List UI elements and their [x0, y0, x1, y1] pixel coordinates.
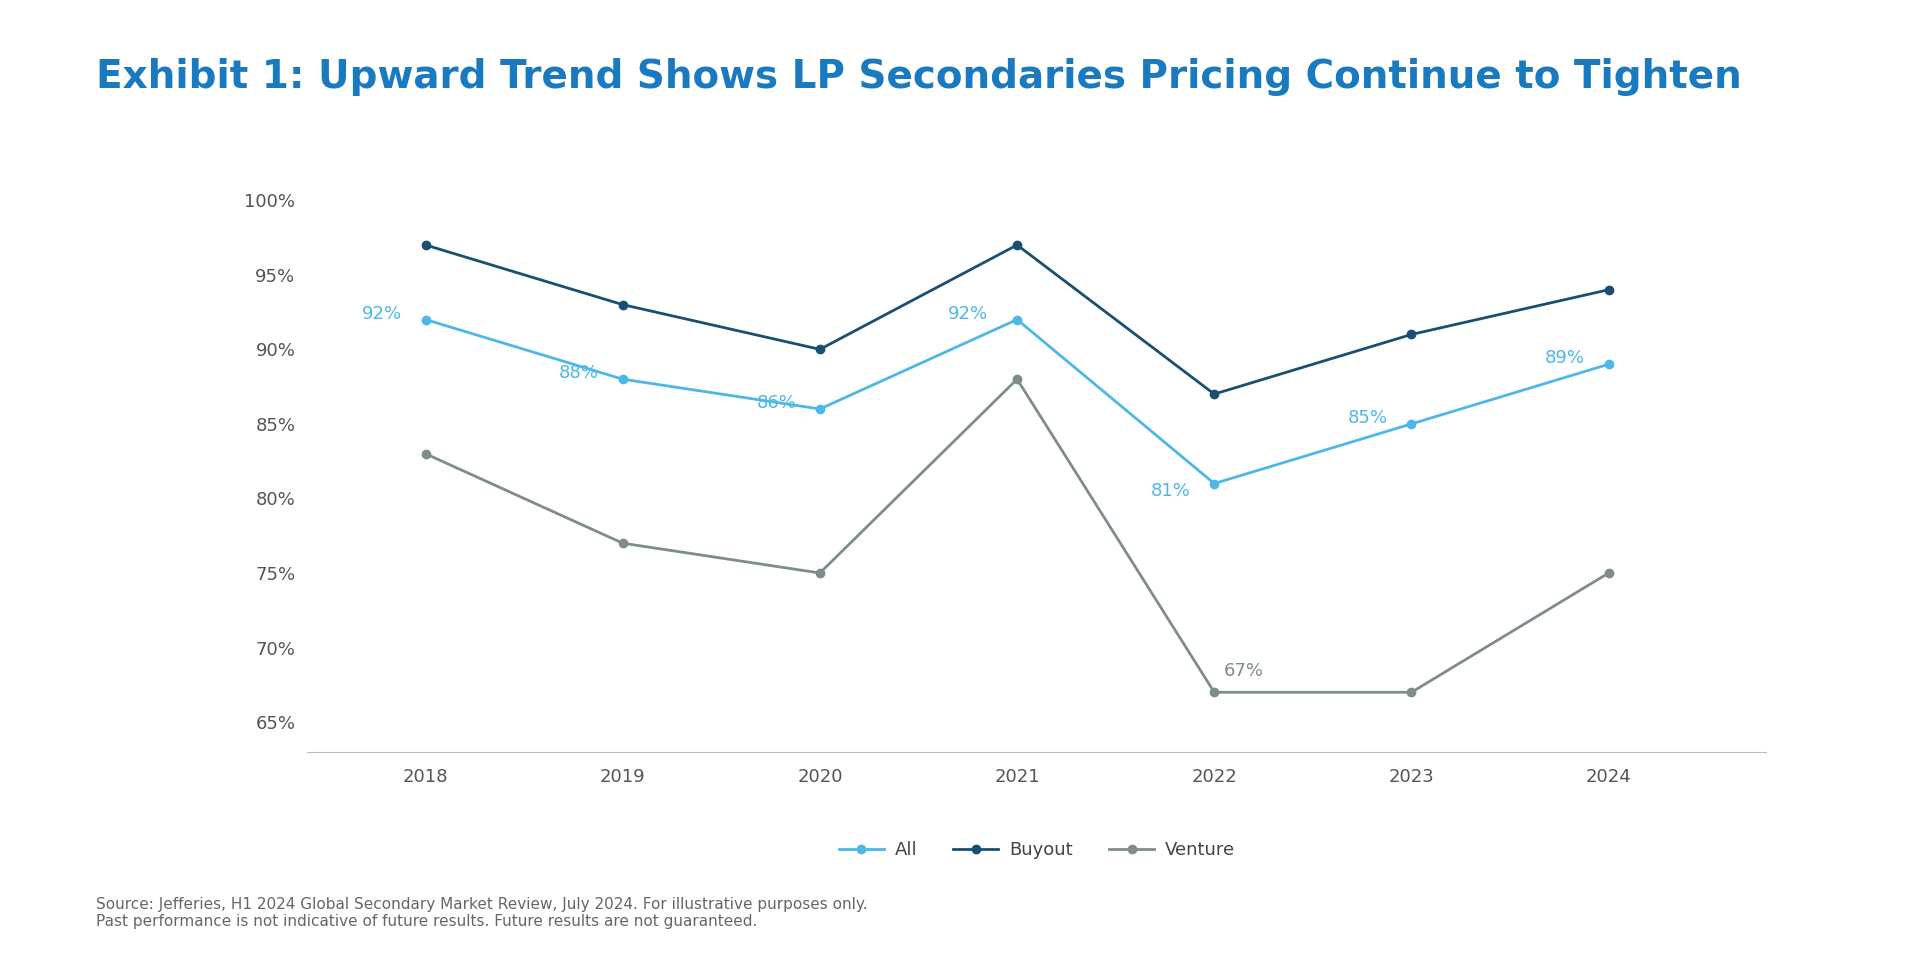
Text: 67%: 67%	[1225, 662, 1263, 681]
Text: 85%: 85%	[1348, 409, 1388, 427]
Text: Exhibit 1: Upward Trend Shows LP Secondaries Pricing Continue to Tighten: Exhibit 1: Upward Trend Shows LP Seconda…	[96, 58, 1741, 95]
Text: 86%: 86%	[756, 394, 797, 412]
Text: Source: Jefferies, H1 2024 Global Secondary Market Review, July 2024. For illust: Source: Jefferies, H1 2024 Global Second…	[96, 897, 868, 929]
Text: 81%: 81%	[1150, 482, 1190, 500]
Legend: All, Buyout, Venture: All, Buyout, Venture	[831, 834, 1242, 866]
Text: 92%: 92%	[947, 305, 987, 323]
Text: 88%: 88%	[559, 364, 599, 382]
Text: 92%: 92%	[361, 305, 401, 323]
Text: 89%: 89%	[1546, 349, 1586, 367]
